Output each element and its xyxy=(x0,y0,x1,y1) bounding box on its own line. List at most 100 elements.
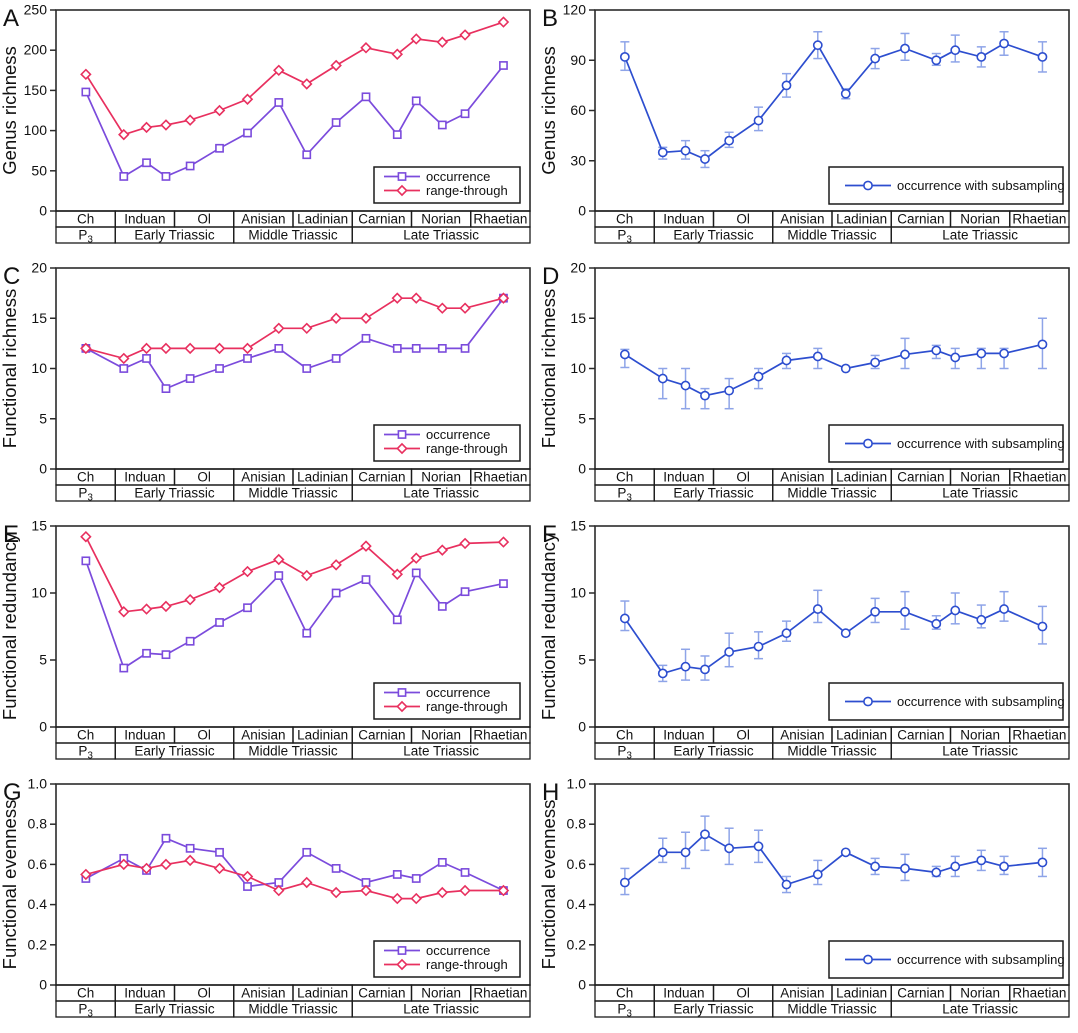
data-point-marker xyxy=(680,661,691,672)
data-point-marker xyxy=(215,364,224,373)
data-point-marker xyxy=(840,628,851,639)
data-point-marker xyxy=(391,892,404,905)
epoch-cell xyxy=(351,1000,531,1018)
data-point-marker xyxy=(273,884,285,897)
stage-label: Carnian xyxy=(897,728,944,743)
panel-A: 0 50 100 150 200 250 Genus richness A Ch Induan Ol… xyxy=(0,0,539,258)
y-tick-label: 0.2 xyxy=(28,936,48,952)
epoch-label: Early Triassic xyxy=(673,744,754,759)
data-point-marker xyxy=(753,115,764,126)
stage-label: Carnian xyxy=(897,470,944,485)
data-point-marker xyxy=(870,357,881,368)
data-point-marker xyxy=(1037,857,1048,868)
data-point-marker xyxy=(999,861,1009,872)
data-point-marker xyxy=(80,68,92,81)
data-point-marker xyxy=(436,36,449,48)
stage-label: Ol xyxy=(197,212,211,227)
data-point-marker xyxy=(215,847,224,857)
data-point-marker xyxy=(840,363,851,374)
data-point-marker xyxy=(118,128,130,141)
stage-label: Norian xyxy=(421,212,461,227)
data-point-marker xyxy=(213,862,226,875)
data-point-marker xyxy=(160,600,172,613)
data-point-marker xyxy=(361,575,371,584)
y-tick-label: 0.8 xyxy=(567,816,587,832)
stage-label: Ladinian xyxy=(297,212,348,227)
data-point-marker xyxy=(410,552,422,564)
epoch-label: Late Triassic xyxy=(942,228,1018,243)
data-point-marker xyxy=(184,854,196,867)
panel-F: 0 5 10 15 Functional redundancy F Ch Induan Ol An… xyxy=(538,516,1078,774)
data-point-marker xyxy=(700,829,710,840)
data-point-marker xyxy=(274,344,284,353)
epoch-label: Middle Triassic xyxy=(248,1002,338,1017)
data-point-marker xyxy=(331,118,341,127)
data-point-marker xyxy=(950,352,961,363)
data-point-marker xyxy=(900,606,910,617)
y-tick-label: 20 xyxy=(31,260,47,276)
data-point-marker xyxy=(161,833,171,843)
data-point-marker xyxy=(392,130,402,140)
data-point-marker xyxy=(411,568,421,578)
legend-marker-circle xyxy=(863,696,873,707)
y-tick-label: 0 xyxy=(578,719,586,735)
data-point-marker xyxy=(274,98,284,107)
data-point-marker xyxy=(301,78,313,90)
epoch-cell xyxy=(351,742,531,760)
data-point-marker xyxy=(410,33,422,45)
data-point-marker xyxy=(330,312,342,324)
stage-label: Norian xyxy=(960,728,1000,743)
data-point-marker xyxy=(81,556,91,566)
data-point-marker xyxy=(700,664,710,675)
data-point-marker xyxy=(243,882,252,891)
epoch-cell xyxy=(351,484,531,502)
data-point-marker xyxy=(870,606,881,617)
data-point-marker xyxy=(497,16,510,28)
y-tick-label: 0.6 xyxy=(567,856,587,872)
stage-label: Norian xyxy=(960,212,1000,227)
data-point-marker xyxy=(330,59,342,72)
y-axis-label: Functional evenness xyxy=(539,800,559,970)
y-tick-label: 0 xyxy=(578,461,586,477)
stage-label: Ladinian xyxy=(836,212,887,227)
data-point-marker xyxy=(1037,52,1048,62)
data-point-marker xyxy=(724,385,735,396)
stage-label: Ol xyxy=(197,986,211,1001)
epoch-cell xyxy=(351,226,531,244)
stage-label: Rhaetian xyxy=(473,728,527,743)
data-point-marker xyxy=(436,886,449,899)
data-point-marker xyxy=(185,161,195,171)
stage-label: Rhaetian xyxy=(1012,212,1066,227)
data-point-marker xyxy=(460,344,470,353)
data-point-marker xyxy=(241,342,254,355)
series-line xyxy=(85,21,504,136)
data-point-marker xyxy=(161,650,171,660)
data-point-marker xyxy=(976,52,987,62)
data-point-marker xyxy=(81,87,91,97)
y-tick-label: 0.2 xyxy=(567,936,587,952)
data-point-marker xyxy=(999,348,1009,359)
data-point-marker xyxy=(437,857,447,867)
y-tick-label: 10 xyxy=(31,360,47,376)
data-point-marker xyxy=(976,614,987,625)
epoch-label: Late Triassic xyxy=(403,228,479,243)
data-point-marker xyxy=(411,874,421,883)
legend-label: occurrence xyxy=(426,427,490,442)
data-point-marker xyxy=(391,292,404,304)
stage-label: Ch xyxy=(616,212,633,227)
data-point-marker xyxy=(184,114,196,126)
data-point-marker xyxy=(160,858,172,871)
data-point-marker xyxy=(243,354,252,363)
data-point-marker xyxy=(931,345,942,356)
epoch-label: Middle Triassic xyxy=(248,228,338,243)
legend-marker-square xyxy=(397,946,407,955)
data-point-marker xyxy=(301,569,313,582)
data-point-marker xyxy=(781,355,792,366)
data-point-marker xyxy=(361,333,371,343)
data-point-marker xyxy=(619,349,630,360)
series-line xyxy=(624,833,1043,886)
y-tick-label: 1.0 xyxy=(567,776,587,792)
data-point-marker xyxy=(119,172,129,181)
data-point-marker xyxy=(410,892,422,905)
